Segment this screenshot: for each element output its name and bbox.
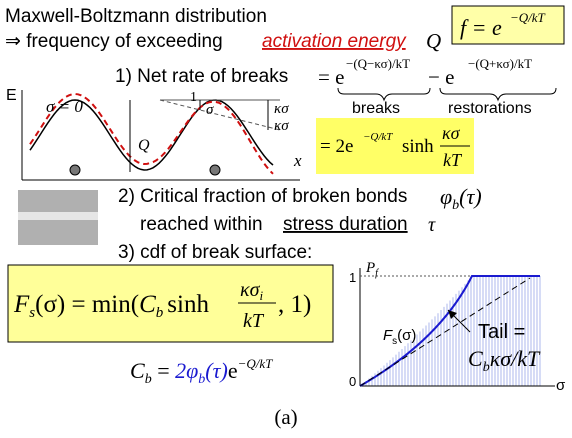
subscript: b: [156, 305, 164, 321]
symbol: C: [468, 346, 483, 371]
text: =: [152, 358, 175, 383]
page: Maxwell-Boltzmann distribution ⇒ frequen…: [0, 0, 572, 438]
symbol: Q: [426, 29, 441, 53]
subscript: i: [259, 288, 263, 303]
formula: − e: [428, 65, 454, 89]
label: σ: [206, 102, 214, 118]
text: (σ) = min(: [35, 291, 139, 318]
slide: Maxwell-Boltzmann distribution ⇒ frequen…: [0, 0, 572, 438]
label: κσ: [274, 101, 289, 117]
symbol: C: [139, 291, 156, 318]
brace-label: restorations: [448, 100, 532, 117]
formula: = 2e: [320, 136, 353, 157]
exponent: −(Q−κσ)/kT: [346, 56, 410, 71]
text: e: [228, 358, 238, 383]
particle: [210, 165, 220, 175]
caption: (a): [274, 405, 297, 429]
axis-label: x: [293, 151, 302, 170]
label: κσ: [274, 118, 289, 134]
formula: Cb = 2φb(τ)e−Q/kT: [130, 356, 273, 387]
tick-label: 1: [349, 270, 356, 285]
denominator: kT: [243, 310, 265, 332]
tail-label: Tail =: [478, 321, 525, 343]
text: κσ/kT: [490, 346, 541, 371]
subscript: b: [198, 372, 205, 387]
subscript: b: [452, 198, 459, 213]
numerator: κσ: [442, 123, 461, 143]
formula: φb(τ): [440, 184, 482, 213]
exponent: −Q/kT: [510, 10, 546, 25]
subscript: b: [145, 372, 152, 387]
text: , 1): [278, 291, 311, 318]
symbol: C: [130, 358, 145, 383]
axis-label: σ: [556, 377, 566, 394]
header-line: ⇒ frequency of exceeding: [5, 31, 223, 52]
fracture-band: [18, 212, 98, 220]
subscript: b: [483, 360, 490, 375]
formula: f = e: [460, 15, 502, 40]
exponent: −(Q+κσ)/kT: [468, 56, 532, 71]
subscript: f: [375, 268, 379, 279]
text: κσ: [240, 279, 261, 301]
formula: = e: [318, 65, 344, 89]
link-text: activation energy: [262, 31, 407, 52]
underbrace: [338, 88, 430, 100]
label: 1: [190, 90, 197, 105]
step-label: 3) cdf of break surface:: [118, 242, 312, 263]
symbol: φ: [440, 184, 452, 209]
argument: (σ): [397, 327, 416, 344]
curve-label: Fs(σ): [383, 327, 416, 347]
step-label: 1) Net rate of breaks: [115, 66, 288, 87]
text: sinh: [167, 291, 209, 318]
text: reached within: [140, 214, 263, 235]
tail-expr: Cbκσ/kT: [468, 346, 541, 375]
barrier-label: Q: [138, 137, 150, 154]
particle: [70, 165, 80, 175]
argument: (τ): [205, 358, 228, 383]
denominator: kT: [443, 150, 463, 170]
title: Maxwell-Boltzmann distribution: [5, 6, 267, 27]
exponent: −Q/kT: [238, 356, 274, 371]
text: stress duration: [283, 214, 408, 235]
step-label: 2) Critical fraction of broken bonds: [118, 186, 407, 207]
formula: sinh: [402, 136, 434, 157]
symbol: F: [13, 291, 30, 318]
label: σ = 0: [46, 97, 83, 116]
symbol: τ: [428, 214, 436, 236]
coefficient: 2φ: [175, 358, 198, 383]
axis-label: E: [6, 87, 17, 104]
underbrace: [440, 88, 556, 100]
slope-line: [160, 100, 280, 130]
exponent: −Q/kT: [363, 131, 393, 143]
symbol: P: [365, 260, 375, 276]
argument: (τ): [459, 184, 482, 209]
tick-label: 0: [349, 374, 356, 389]
brace-label: breaks: [352, 100, 400, 117]
